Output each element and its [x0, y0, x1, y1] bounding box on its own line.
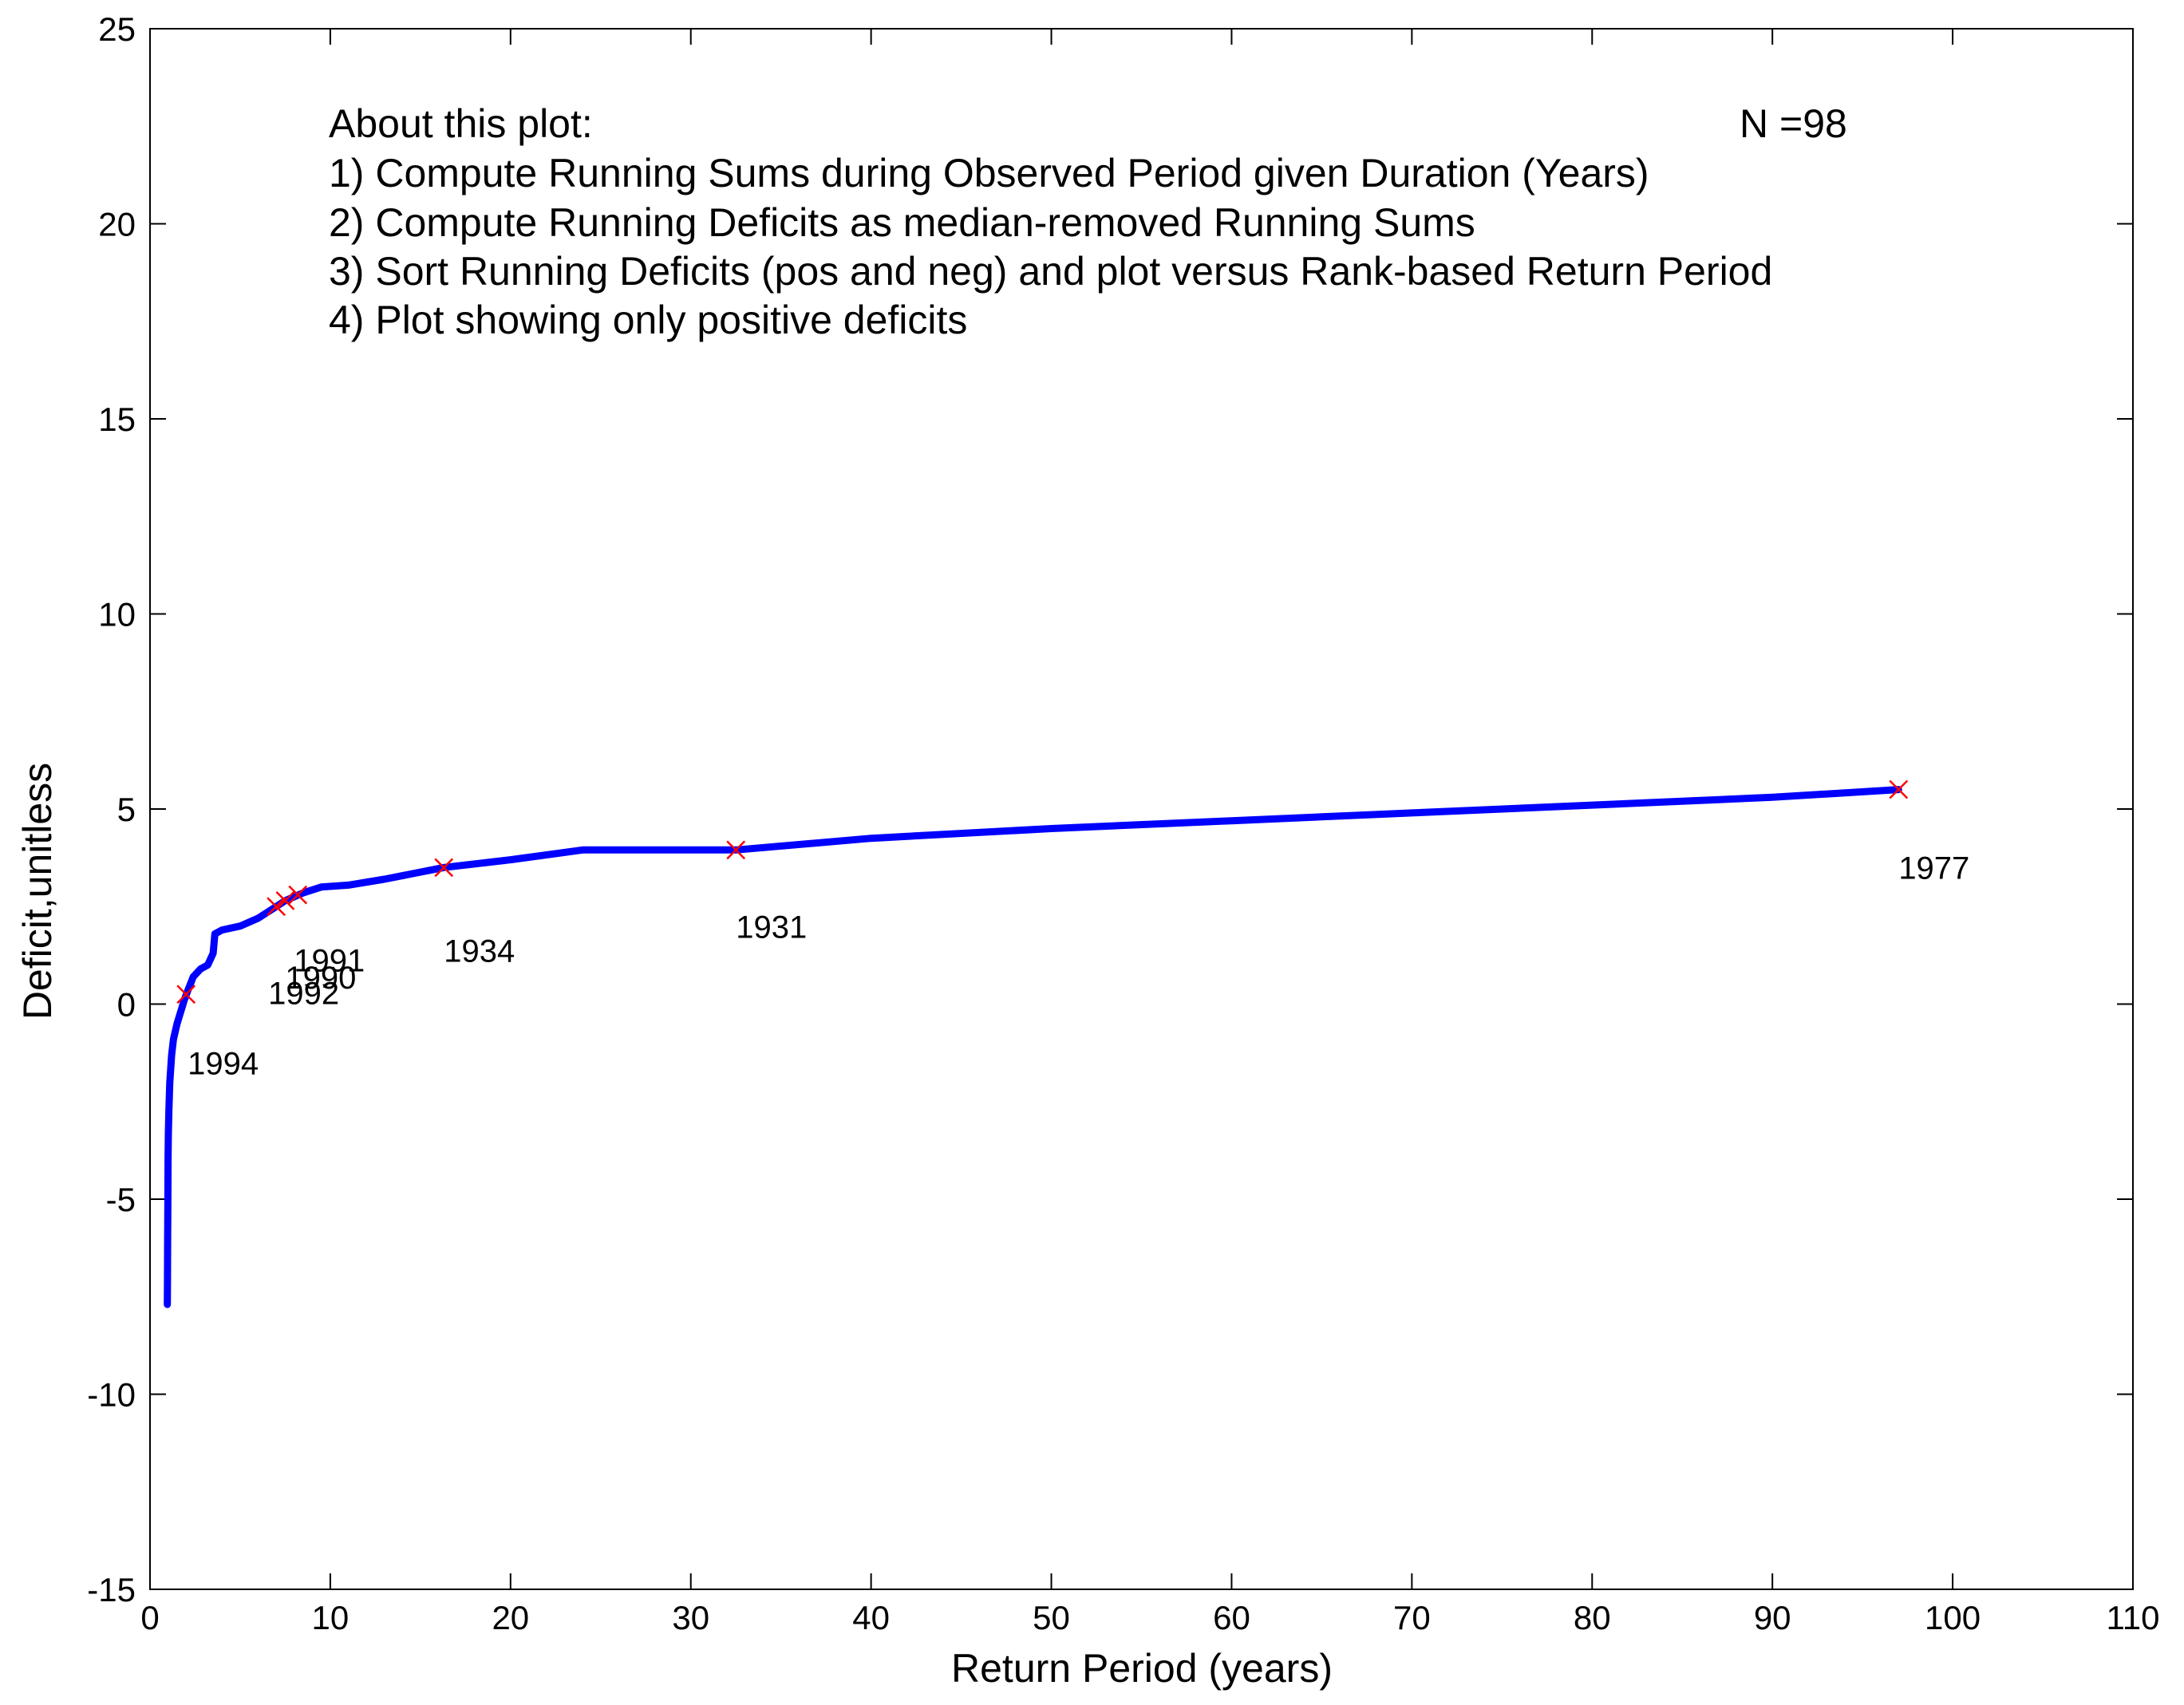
y-tick-label: 20: [98, 206, 136, 243]
year-marker: [288, 885, 308, 905]
year-marker: [267, 897, 286, 917]
year-label: 1990: [285, 961, 356, 996]
note-heading: About this plot:: [329, 101, 593, 146]
year-label: 1992: [268, 976, 339, 1011]
x-tick-label: 50: [1033, 1599, 1070, 1636]
x-tick-label: 10: [312, 1599, 350, 1636]
x-tick-label: 110: [2107, 1599, 2160, 1636]
marker-x-stroke: [275, 891, 295, 910]
marker-x-stroke: [176, 985, 196, 1004]
y-tick-label: 5: [117, 791, 136, 828]
note-line-2: 2) Compute Running Deficits as median-re…: [329, 200, 1475, 245]
note-line-3: 3) Sort Running Deficits (pos and neg) a…: [329, 249, 1772, 294]
y-tick-label: -10: [87, 1376, 136, 1414]
y-tick-label: -5: [106, 1181, 136, 1218]
year-label: 1931: [736, 910, 807, 945]
x-tick-label: 60: [1213, 1599, 1250, 1636]
marker-x-stroke: [1889, 779, 1909, 799]
axes-layer: 0 10 20 30 40 50 60 70 80 90 100 110 -15 -10 -5 0 5 10 15 2…: [87, 10, 2159, 1636]
x-tick-label: 70: [1393, 1599, 1431, 1636]
deficit-curve: [164, 786, 1902, 1308]
y-tick-label: 15: [98, 401, 136, 438]
year-label: 1934: [444, 933, 515, 969]
marker-x-stroke: [288, 885, 308, 905]
y-axis-label: Deficit,unitless: [15, 763, 60, 1020]
year-label: 1991: [294, 944, 365, 979]
y-tick-label: 25: [98, 10, 136, 48]
x-tick-label: 80: [1574, 1599, 1611, 1636]
y-tick-label: 10: [98, 596, 136, 633]
x-tick-label: 40: [852, 1599, 890, 1636]
x-tick-label: 100: [1925, 1599, 1981, 1636]
x-tick-label: 90: [1754, 1599, 1791, 1636]
marker-x-stroke: [726, 840, 746, 860]
year-marker: [275, 891, 295, 910]
year-marker: [176, 985, 196, 1004]
marker-x-stroke: [267, 897, 286, 917]
note-line-4: 4) Plot showing only positive deficits: [329, 298, 967, 342]
year-marker: [434, 858, 454, 878]
year-label: 1994: [188, 1046, 259, 1081]
year-marker: [726, 840, 746, 860]
x-tick-label: 0: [140, 1599, 159, 1636]
year-marker: [1889, 779, 1909, 799]
x-tick-label: 30: [672, 1599, 709, 1636]
marker-x-stroke: [434, 858, 454, 878]
note-line-1: 1) Compute Running Sums during Observed …: [329, 151, 1649, 195]
note-sample-size: N =98: [1740, 101, 1847, 146]
y-tick-label: -15: [87, 1571, 136, 1608]
x-axis-label: Return Period (years): [951, 1646, 1333, 1691]
annotation-layer: About this plot: N =98 1) Compute Runnin…: [329, 101, 1847, 342]
x-tick-label: 20: [492, 1599, 529, 1636]
y-tick-label: 0: [117, 986, 136, 1024]
year-label: 1977: [1898, 851, 1969, 886]
